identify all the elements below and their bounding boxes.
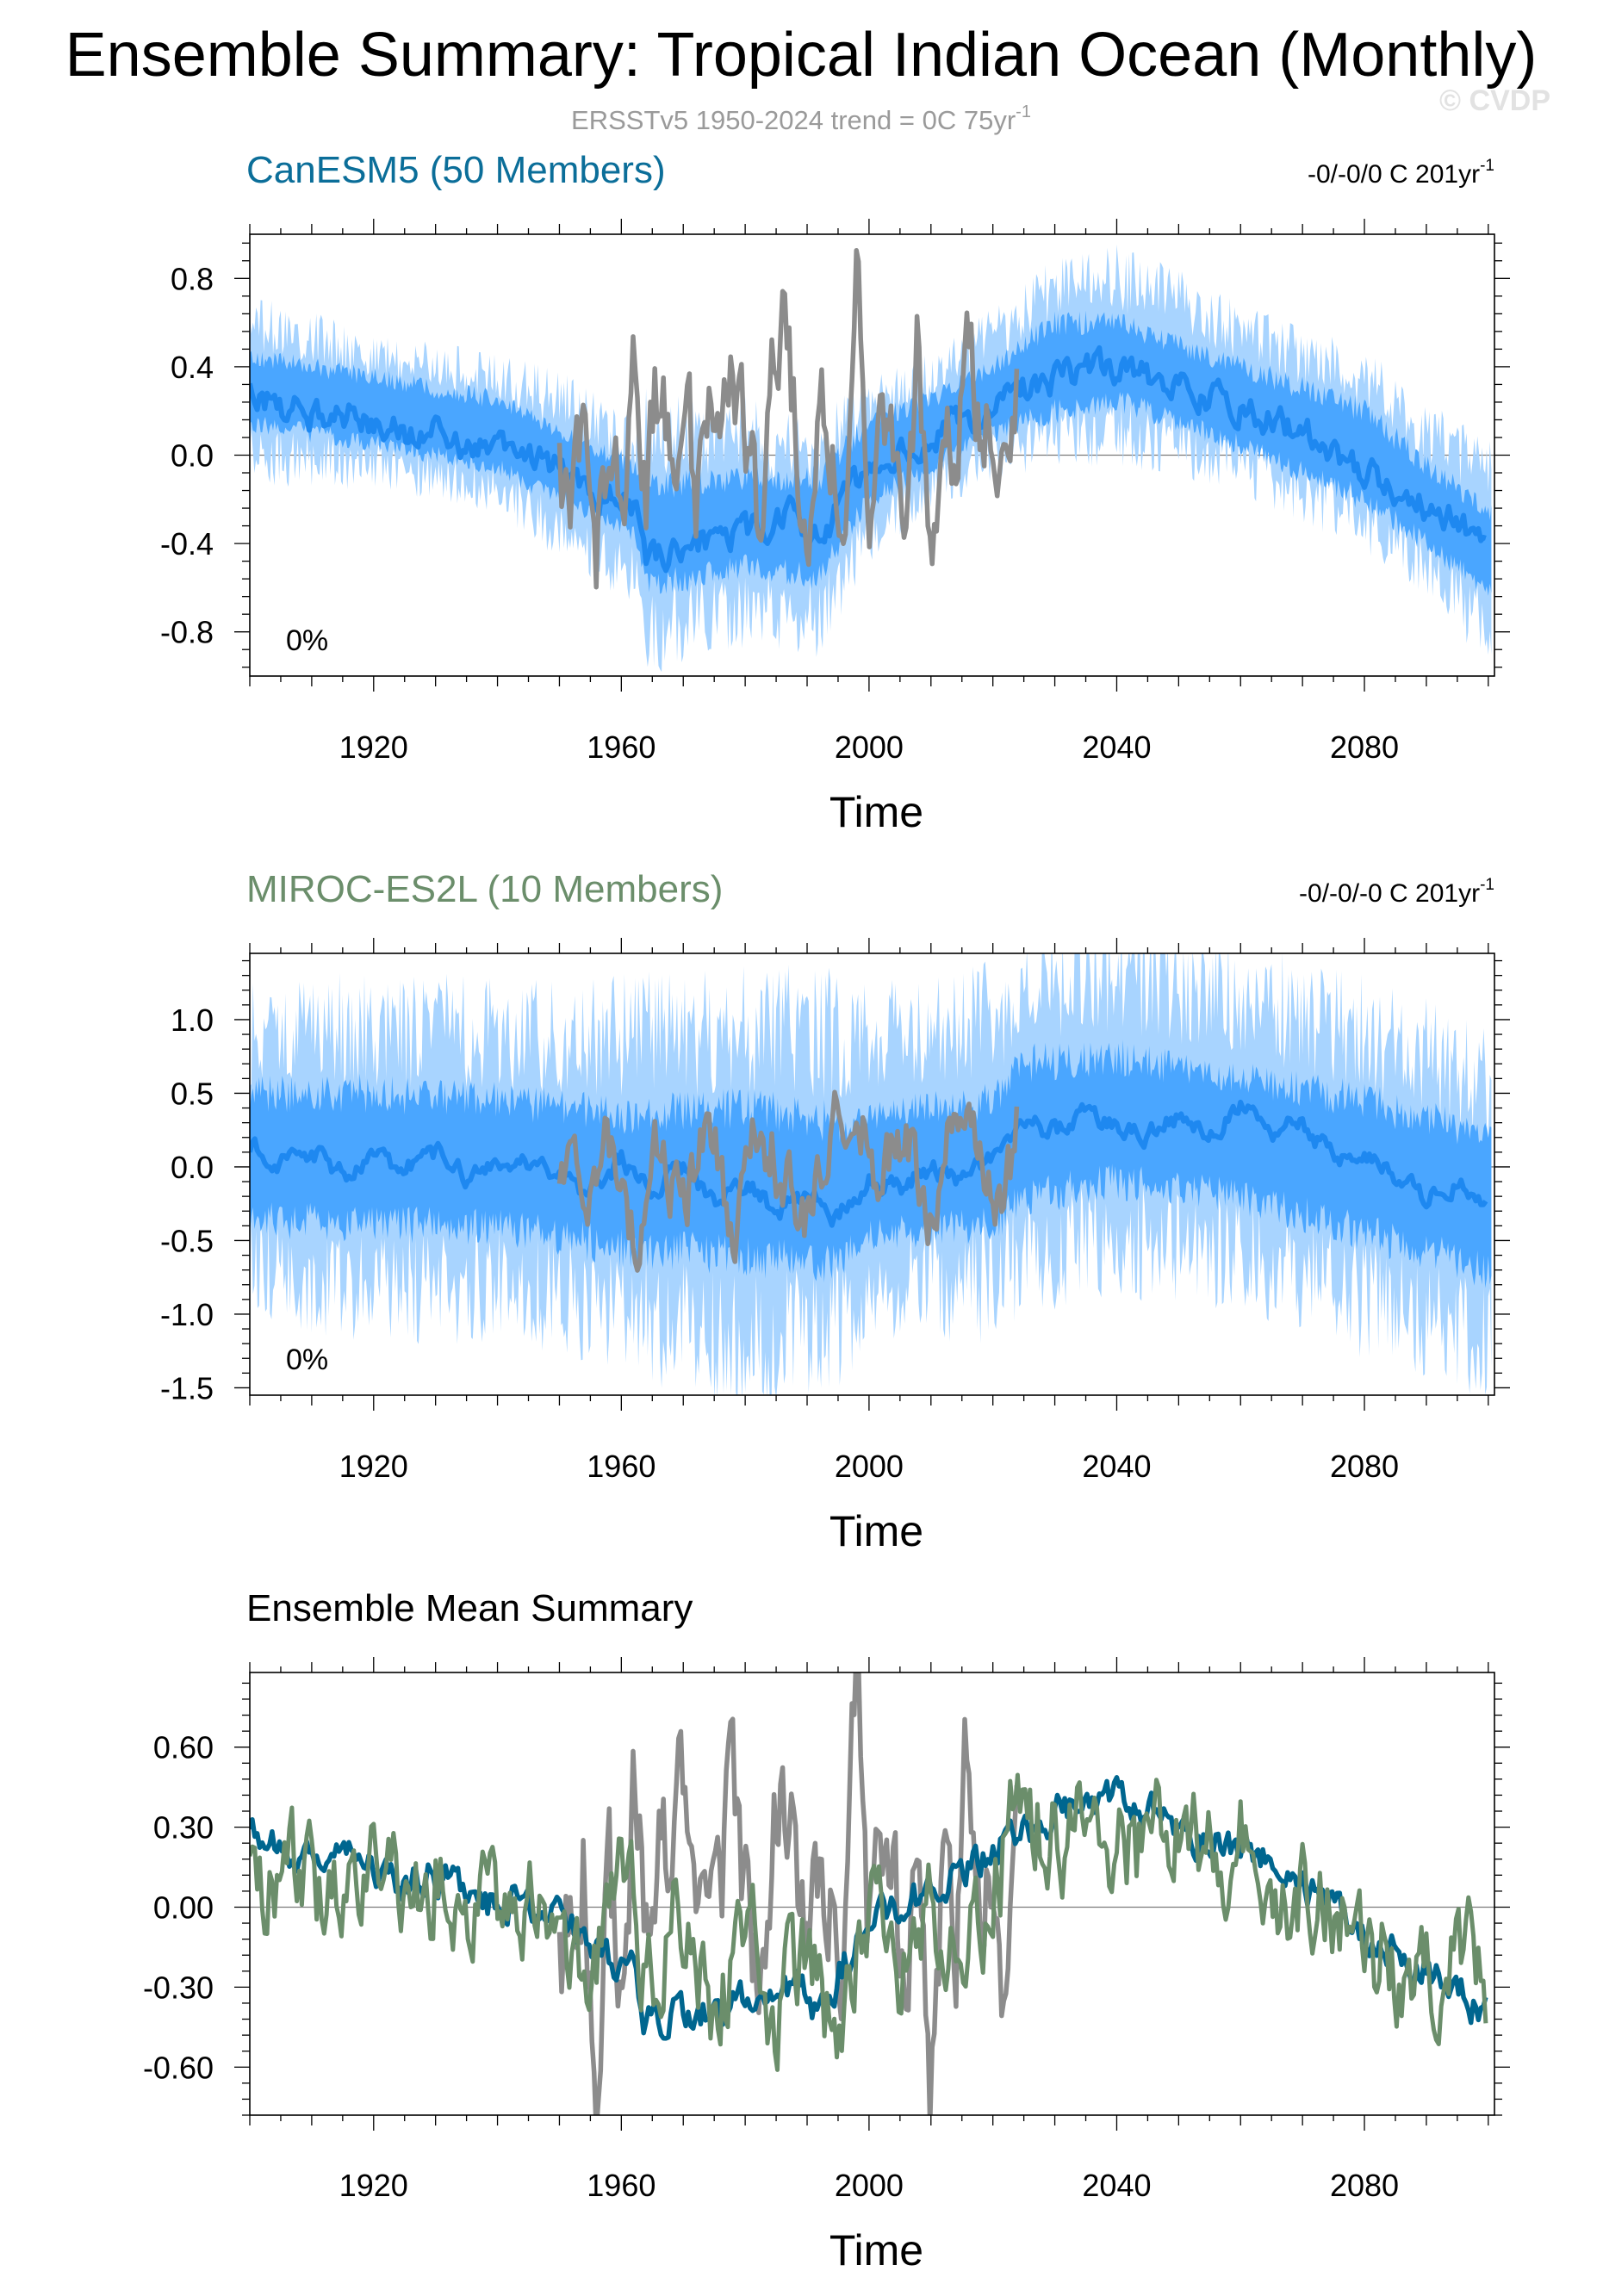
series-line-ensemble-mean [250, 1099, 1488, 1228]
x-tick-label: 2000 [835, 2168, 904, 2203]
y-tick-label: 0.5 [171, 1076, 214, 1111]
cvdp-watermark: © CVDP [1439, 84, 1550, 117]
y-tick-label: 0.00 [153, 1890, 214, 1925]
x-tick-label: 2040 [1082, 2168, 1151, 2203]
x-tick-label: 2080 [1330, 1449, 1399, 1484]
x-tick-label: 1960 [587, 1449, 655, 1484]
x-tick-label: 2040 [1082, 729, 1151, 765]
x-tick-label: 1920 [339, 2168, 408, 2203]
y-tick-label: 0.4 [171, 350, 214, 385]
x-tick-label: 1920 [339, 729, 408, 765]
x-axis-label: Time [829, 788, 923, 836]
panel-title: Ensemble Mean Summary [246, 1587, 693, 1629]
y-tick-label: -0.30 [143, 1970, 214, 2005]
y-tick-label: -0.4 [160, 526, 214, 562]
x-tick-label: 2000 [835, 1449, 904, 1484]
trend-label: -0/-0/0 C 201yr-1 [1308, 157, 1494, 189]
plot-frame [249, 953, 1495, 1396]
miroc-es2l-panel: MIROC-ES2L (10 Members) -0/-0/-0 C 201yr-… [160, 868, 1510, 1555]
y-tick-label: 0.0 [171, 438, 214, 474]
y-tick-label: -1.0 [160, 1297, 214, 1332]
plot-area [250, 1672, 1494, 2115]
panel-title: MIROC-ES2L (10 Members) [246, 868, 723, 910]
y-tick-label: 0.60 [153, 1730, 214, 1765]
x-tick-label: 2040 [1082, 1449, 1151, 1484]
x-tick-label: 2080 [1330, 2168, 1399, 2203]
series-line-ersstv5-observed [556, 1089, 1020, 1273]
plot-area [250, 244, 1494, 673]
x-axis-label: Time [829, 1507, 923, 1555]
spread-band-inner [250, 310, 1492, 596]
figure-title: Ensemble Summary: Tropical Indian Ocean … [65, 21, 1538, 90]
percent-annotation: 0% [286, 624, 328, 657]
plot-frame [249, 1672, 1495, 2116]
percent-annotation: 0% [286, 1343, 328, 1376]
x-axis-label: Time [829, 2226, 923, 2274]
x-tick-label: 2000 [835, 729, 904, 765]
series-line-ersstv5-observed [556, 248, 1020, 590]
x-tick-label: 2080 [1330, 729, 1399, 765]
trend-label: -0/-0/-0 C 201yr-1 [1299, 876, 1494, 908]
y-tick-label: 0.30 [153, 1810, 214, 1846]
y-tick-label: 0.0 [171, 1150, 214, 1185]
ensemble-mean-summary-panel: Ensemble Mean Summary -0.60 -0.30 0.00 0.30 0… [143, 1587, 1510, 2274]
y-tick-label: -1.5 [160, 1370, 214, 1406]
y-tick-label: 1.0 [171, 1002, 214, 1038]
plot-area [250, 953, 1494, 1395]
x-tick-label: 1960 [587, 2168, 655, 2203]
figure-subtitle: ERSSTv5 1950-2024 trend = 0C 75yr-1 [571, 102, 1031, 135]
figure-subtitle-sup: -1 [1016, 102, 1031, 121]
x-tick-label: 1920 [339, 1449, 408, 1484]
x-tick-label: 1960 [587, 729, 655, 765]
y-tick-label: -0.8 [160, 615, 214, 650]
canesm5-panel: CanESM5 (50 Members) -0/-0/0 C 201yr-1 -0.… [160, 149, 1510, 836]
figure-subtitle-text: ERSSTv5 1950-2024 trend = 0C 75yr [571, 105, 1016, 135]
y-tick-label: -0.60 [143, 2050, 214, 2085]
panel-title: CanESM5 (50 Members) [246, 149, 666, 191]
y-tick-label: -0.5 [160, 1223, 214, 1258]
y-tick-label: 0.8 [171, 261, 214, 296]
series-line-miroc-es2l-ensemble-mean [250, 1772, 1488, 2072]
